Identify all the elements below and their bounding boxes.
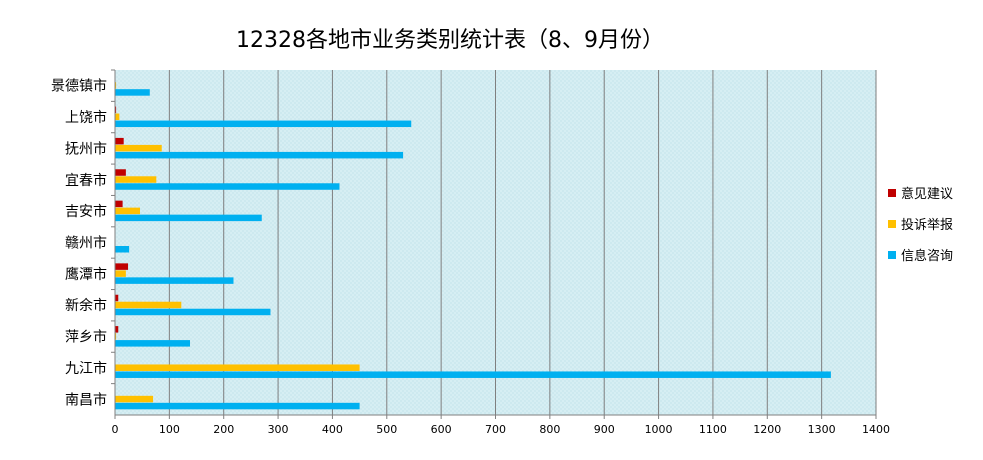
- x-tick-label: 700: [485, 423, 506, 436]
- bar-1: [115, 82, 117, 89]
- bar-1: [115, 333, 117, 340]
- bar-1: [115, 270, 126, 277]
- bar-2: [115, 89, 150, 96]
- category-label: 宜春市: [65, 172, 107, 189]
- x-tick-label: 200: [213, 423, 234, 436]
- x-tick-label: 1300: [808, 423, 836, 436]
- legend-item: 投诉举报: [888, 208, 953, 239]
- bar-0: [115, 200, 123, 208]
- bar-2: [115, 277, 234, 284]
- bar-2: [115, 183, 340, 190]
- legend-label: 意见建议: [901, 187, 954, 202]
- x-tick-label: 1000: [645, 423, 673, 436]
- bar-0: [115, 294, 119, 302]
- x-tick-label: 800: [539, 423, 560, 436]
- bar-2: [115, 371, 831, 378]
- x-tick-label: 1400: [862, 423, 890, 436]
- x-tick-label: 100: [159, 423, 180, 436]
- bar-1: [115, 144, 162, 152]
- category-label: 抚州市: [65, 140, 107, 157]
- bar-1: [115, 207, 141, 215]
- bar-1: [115, 395, 154, 403]
- legend-swatch: [888, 219, 896, 228]
- bar-2: [115, 246, 130, 253]
- bar-0: [115, 326, 119, 333]
- legend-swatch: [888, 250, 896, 259]
- x-tick-label: 400: [322, 423, 343, 436]
- x-tick-label: 1200: [753, 423, 781, 436]
- x-tick-label: 600: [431, 423, 452, 436]
- category-label: 景德镇市: [51, 78, 107, 95]
- category-label: 吉安市: [65, 203, 107, 220]
- bar-2: [115, 308, 271, 316]
- bar-0: [115, 137, 124, 145]
- x-tick-label: 900: [594, 423, 615, 436]
- bar-2: [115, 151, 404, 159]
- x-tick-label: 500: [376, 423, 397, 436]
- bar-0: [115, 263, 129, 270]
- bar-1: [115, 176, 157, 183]
- legend-label: 投诉举报: [901, 218, 954, 233]
- bar-2: [115, 120, 412, 128]
- x-tick-label: 0: [112, 423, 119, 436]
- category-label: 上饶市: [65, 109, 107, 126]
- legend: 意见建议投诉举报信息咨询: [888, 177, 953, 270]
- x-tick-label: 1100: [699, 423, 727, 436]
- category-label: 南昌市: [65, 391, 107, 408]
- bar-0: [115, 169, 126, 176]
- category-label: 九江市: [65, 360, 107, 377]
- category-label: 新余市: [65, 297, 107, 314]
- bar-1: [115, 113, 120, 121]
- chart-title: 12328各地市业务类别统计表（8、9月份）: [236, 28, 664, 53]
- bar-2: [115, 214, 262, 222]
- bar-2: [115, 340, 191, 347]
- bar-1: [115, 301, 182, 309]
- category-label: 鹰潭市: [65, 266, 107, 283]
- bar-1: [115, 364, 360, 371]
- bar-0: [115, 106, 117, 114]
- x-tick-label: 300: [268, 423, 289, 436]
- category-label: 赣州市: [65, 235, 107, 252]
- legend-item: 意见建议: [888, 177, 953, 208]
- category-label: 萍乡市: [65, 329, 107, 346]
- legend-item: 信息咨询: [888, 239, 953, 270]
- bar-2: [115, 402, 360, 410]
- legend-swatch: [888, 188, 896, 197]
- legend-label: 信息咨询: [901, 249, 954, 264]
